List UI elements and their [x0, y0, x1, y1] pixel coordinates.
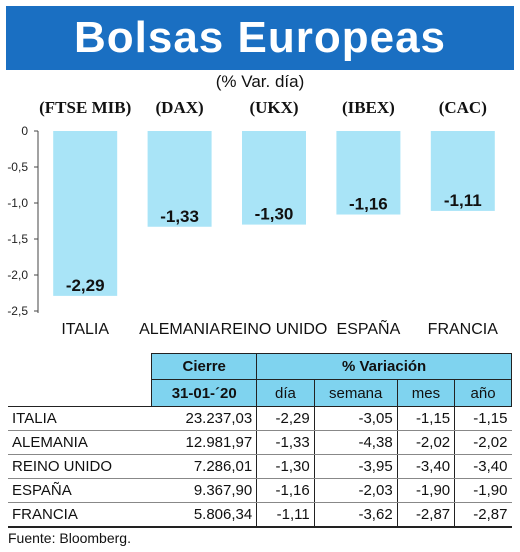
title-banner: Bolsas Europeas [6, 6, 514, 70]
bar [147, 131, 212, 227]
header-cierre: Cierre [151, 353, 258, 380]
bar-chart: 0 -0,5 -1,0 -1,5 -2,0 -2,5 (FTSE MIB) ITALIA -2,… [7, 98, 499, 338]
category-label: ALEMANIA [139, 321, 220, 338]
row-name: ESPAÑA [8, 478, 152, 503]
row-cierre: 12.981,97 [151, 430, 258, 455]
chart-title: Bolsas Europeas [73, 13, 447, 62]
data-label: -1,30 [255, 205, 294, 224]
data-label: -2,29 [66, 276, 105, 295]
bar [336, 131, 401, 215]
index-label: (UKX) [249, 98, 298, 117]
row-name: REINO UNIDO [8, 454, 152, 479]
table-subheader-row: 31-01-´20 día semana mes año [8, 379, 512, 407]
index-label: (IBEX) [342, 98, 395, 117]
bar [53, 131, 118, 296]
table-body: ITALIA 23.237,03 -2,29 -3,05 -1,15 -1,15 ALEMA… [8, 406, 512, 528]
row-dia: -1,16 [256, 478, 315, 503]
table-corner-2 [8, 379, 152, 407]
table-row: ITALIA 23.237,03 -2,29 -3,05 -1,15 -1,15 [8, 406, 512, 431]
row-semana: -3,62 [313, 502, 398, 528]
header-date: 31-01-´20 [151, 379, 258, 407]
index-label: (FTSE MIB) [39, 98, 131, 117]
header-dia: día [256, 379, 315, 407]
table-row: FRANCIA 5.806,34 -1,11 -3,62 -2,87 -2,87 [8, 502, 512, 528]
row-name: ALEMANIA [8, 430, 152, 455]
index-label: (CAC) [439, 98, 487, 117]
row-mes: -2,02 [396, 430, 455, 455]
row-ano: -1,15 [454, 406, 512, 431]
index-label: (DAX) [156, 98, 204, 117]
header-semana: semana [313, 379, 398, 407]
y-tick-label: -1,0 [7, 196, 28, 210]
row-dia: -2,29 [256, 406, 315, 431]
row-ano: -2,02 [454, 430, 512, 455]
source-note: Fuente: Bloomberg. [8, 530, 131, 546]
row-name: FRANCIA [8, 502, 152, 528]
category-label: ESPAÑA [337, 318, 401, 338]
row-cierre: 9.367,90 [151, 478, 258, 503]
row-mes: -2,87 [396, 502, 455, 528]
row-semana: -4,38 [313, 430, 398, 455]
y-tick-label: -2,5 [7, 304, 28, 318]
category-label: REINO UNIDO [221, 321, 328, 338]
table-corner [8, 353, 152, 380]
y-tick-label: -2,0 [7, 268, 28, 282]
table-row: ALEMANIA 12.981,97 -1,33 -4,38 -2,02 -2,02 [8, 430, 512, 455]
chart-svg: 0 -0,5 -1,0 -1,5 -2,0 -2,5 (FTSE MIB) ITALIA -2,… [7, 98, 499, 338]
chart-subtitle: (% Var. día) [215, 72, 305, 91]
row-dia: -1,33 [256, 430, 315, 455]
row-ano: -1,90 [454, 478, 512, 503]
row-ano: -2,87 [454, 502, 512, 528]
header-ano: año [454, 379, 512, 407]
row-mes: -3,40 [396, 454, 455, 479]
data-label: -1,33 [160, 207, 199, 226]
table-row: ESPAÑA 9.367,90 -1,16 -2,03 -1,90 -1,90 [8, 478, 512, 503]
y-tick-label: 0 [21, 124, 28, 138]
header-mes: mes [396, 379, 456, 407]
row-mes: -1,90 [396, 478, 455, 503]
data-label: -1,11 [444, 191, 482, 210]
row-ano: -3,40 [454, 454, 512, 479]
row-name: ITALIA [8, 406, 152, 431]
row-dia: -1,30 [256, 454, 315, 479]
category-label: ITALIA [61, 321, 109, 338]
bar [430, 131, 495, 211]
row-semana: -2,03 [313, 478, 398, 503]
row-mes: -1,15 [396, 406, 455, 431]
row-semana: -3,05 [313, 406, 398, 431]
row-dia: -1,11 [256, 502, 315, 528]
table-header-row: Cierre % Variación [8, 353, 512, 380]
row-cierre: 5.806,34 [151, 502, 258, 528]
row-cierre: 7.286,01 [151, 454, 258, 479]
category-label: FRANCIA [428, 321, 499, 338]
table-row: REINO UNIDO 7.286,01 -1,30 -3,95 -3,40 -3,40 [8, 454, 512, 479]
y-tick-label: -1,5 [7, 232, 28, 246]
data-label: -1,16 [349, 195, 388, 214]
bar [242, 131, 306, 225]
row-semana: -3,95 [313, 454, 398, 479]
data-table: Cierre % Variación 31-01-´20 día semana … [8, 353, 512, 528]
header-variacion: % Variación [256, 353, 512, 380]
row-cierre: 23.237,03 [151, 406, 258, 431]
y-tick-label: -0,5 [7, 160, 28, 174]
